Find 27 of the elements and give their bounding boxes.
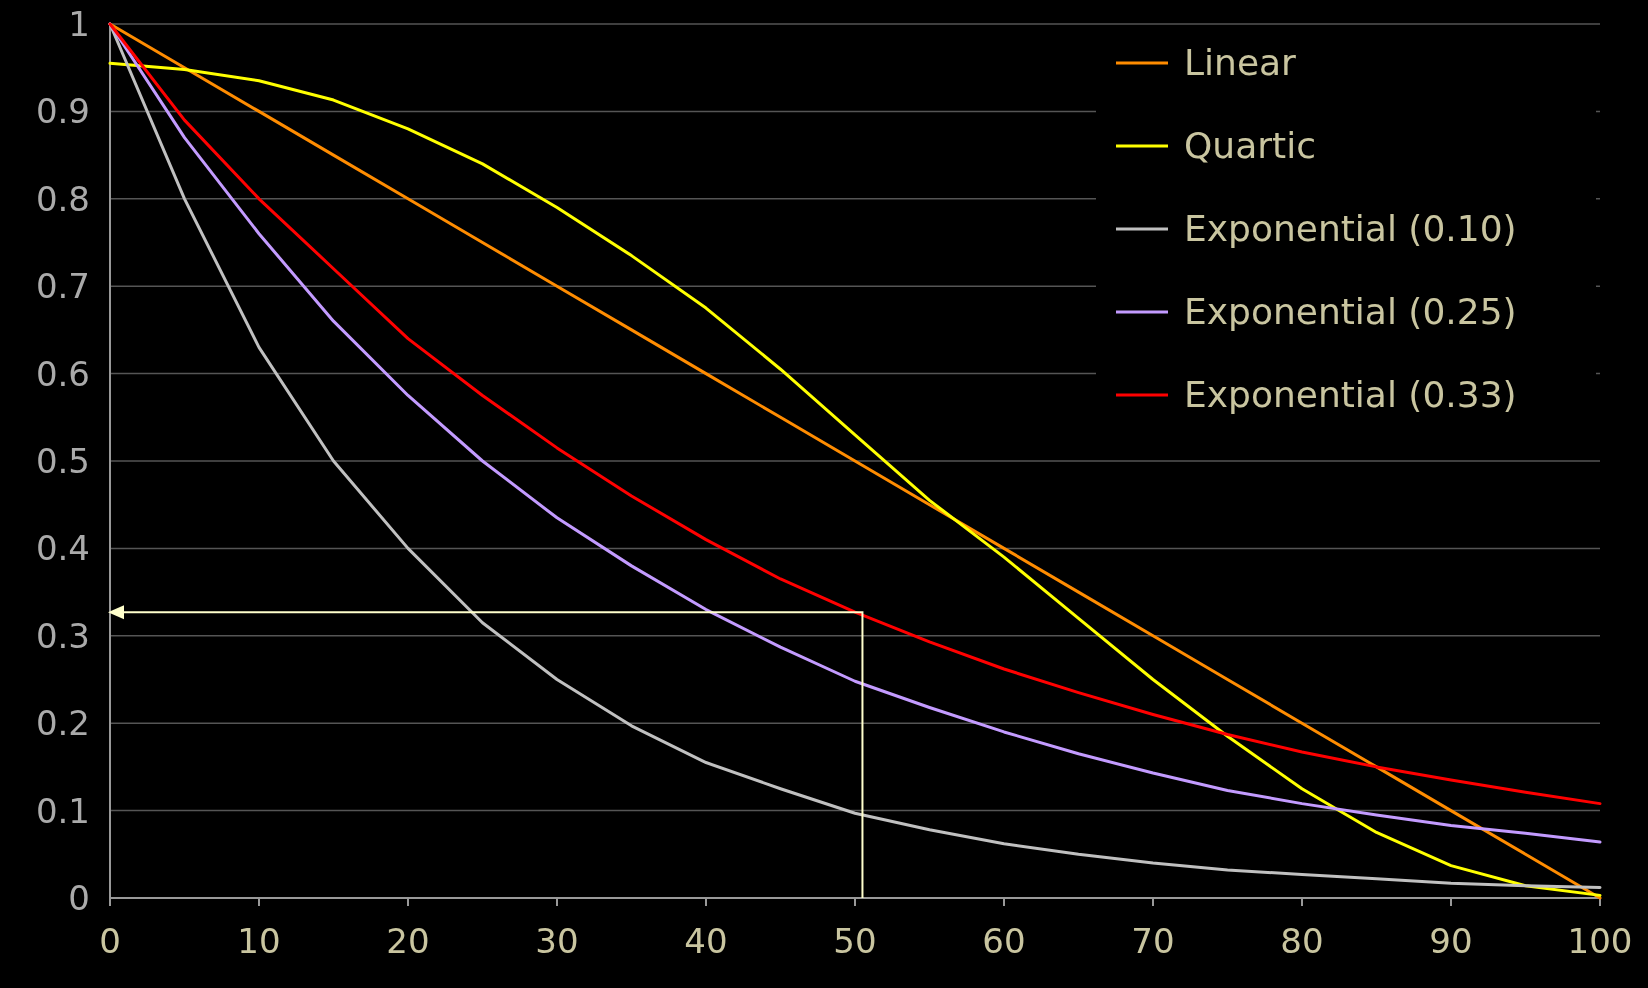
legend-label: Exponential (0.25)	[1184, 291, 1517, 332]
x-tick-label: 60	[982, 921, 1026, 961]
x-tick-label: 40	[684, 921, 728, 961]
y-tick-label: 0.9	[35, 91, 90, 132]
y-tick-label: 0	[68, 878, 90, 918]
legend-label: Exponential (0.10)	[1184, 208, 1517, 249]
x-tick-label: 100	[1567, 921, 1633, 961]
y-tick-label: 0.7	[35, 266, 90, 307]
x-tick-label: 80	[1280, 921, 1324, 961]
y-tick-label: 0.6	[35, 353, 90, 394]
legend-label: Exponential (0.33)	[1184, 374, 1517, 415]
y-tick-label: 1	[68, 4, 90, 44]
y-tick-label: 0.2	[35, 703, 90, 744]
x-tick-label: 30	[535, 921, 579, 961]
y-tick-label: 0.1	[35, 790, 90, 831]
y-tick-label: 0.3	[35, 615, 90, 656]
x-tick-label: 10	[237, 921, 281, 961]
x-tick-label: 90	[1429, 921, 1473, 961]
legend-label: Quartic	[1184, 125, 1316, 166]
x-tick-label: 70	[1131, 921, 1175, 961]
x-tick-label: 50	[833, 921, 877, 961]
y-tick-label: 0.5	[35, 441, 90, 481]
y-tick-label: 0.8	[35, 178, 90, 219]
legend-label: Linear	[1184, 42, 1297, 83]
y-tick-label: 0.4	[35, 528, 90, 569]
x-tick-label: 0	[99, 921, 121, 961]
x-tick-label: 20	[386, 921, 430, 961]
